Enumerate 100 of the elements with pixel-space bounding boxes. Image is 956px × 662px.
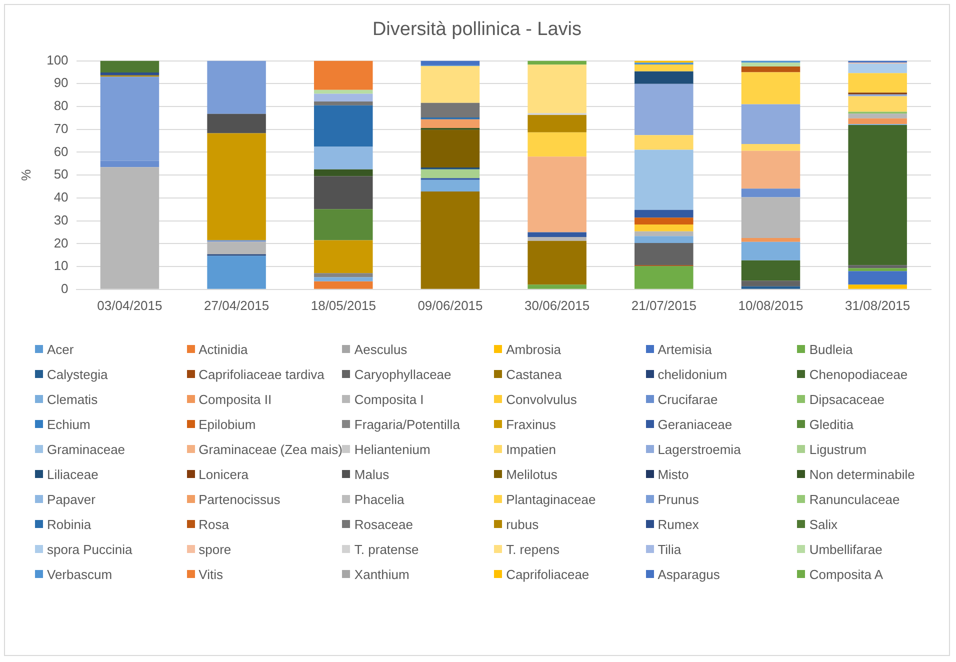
legend-label: Umbellifarae xyxy=(809,542,882,556)
bar xyxy=(420,119,480,128)
legend-label: Fragaria/Potentilla xyxy=(354,416,460,432)
bar xyxy=(207,133,266,240)
bar xyxy=(848,265,907,268)
bar xyxy=(100,72,160,76)
bar xyxy=(207,60,266,114)
legend-label: Xanthium xyxy=(354,566,410,582)
legend-label: Prunus xyxy=(658,492,699,506)
bar xyxy=(741,150,800,189)
x-tick-label: 21/07/2015 xyxy=(631,298,696,313)
y-tick-label: 80 xyxy=(54,98,68,114)
bar xyxy=(528,60,586,65)
legend-label: Tilia xyxy=(658,542,682,556)
legend-label: Liliaceae xyxy=(47,466,98,482)
bar xyxy=(528,156,586,232)
legend-label: Misto xyxy=(658,466,689,482)
bar xyxy=(100,76,160,161)
bar xyxy=(634,224,694,232)
bar xyxy=(634,84,694,136)
bar xyxy=(207,242,266,254)
legend-label: Composita I xyxy=(354,392,424,406)
legend-label: Malus xyxy=(354,466,390,482)
bar xyxy=(528,284,586,289)
bar xyxy=(848,114,907,118)
bar xyxy=(741,104,800,144)
bar xyxy=(634,135,694,150)
legend-label: rubus xyxy=(506,516,539,532)
legend-label: Clematis xyxy=(47,392,98,406)
legend-label: Plantaginaceae xyxy=(506,492,596,506)
bar xyxy=(741,238,800,242)
bar xyxy=(741,66,800,72)
bar xyxy=(100,160,160,168)
legend-label: Partenocissus xyxy=(198,492,280,506)
bar xyxy=(314,277,373,282)
bar xyxy=(848,125,907,266)
legend-label: Actinidia xyxy=(198,342,248,356)
legend-label: Composita II xyxy=(198,392,272,406)
bar xyxy=(314,60,373,90)
y-tick-label: 20 xyxy=(54,235,68,250)
legend-label: spora Puccinia xyxy=(47,542,132,556)
legend-label: Convolvulus xyxy=(506,392,577,406)
bar xyxy=(528,114,586,132)
bar xyxy=(634,210,694,218)
legend-label: Calystegia xyxy=(47,366,108,382)
legend-label: T. repens xyxy=(506,542,560,556)
x-tick-label: 30/06/2015 xyxy=(524,298,590,313)
bar xyxy=(314,209,373,240)
x-tick-label: 03/04/2015 xyxy=(97,298,162,313)
bar xyxy=(634,231,694,236)
legend-label: Gleditia xyxy=(809,416,854,432)
bar xyxy=(741,197,800,238)
legend-label: Robinia xyxy=(47,516,92,532)
y-tick-label: 40 xyxy=(54,190,68,205)
bar xyxy=(848,268,907,272)
chart-title: Diversità pollinica - Lavis xyxy=(371,19,583,42)
legend-label: Epilobium xyxy=(198,416,256,432)
bar xyxy=(314,90,373,94)
bar xyxy=(634,266,694,289)
bar xyxy=(314,101,373,106)
bar xyxy=(314,94,373,102)
legend-label: Geraniaceae xyxy=(658,416,732,432)
legend-label: Aesculus xyxy=(354,342,408,356)
y-tick-label: 0 xyxy=(61,280,68,296)
bar xyxy=(741,188,800,198)
legend-label: Salix xyxy=(809,516,838,532)
x-tick-label: 09/06/2015 xyxy=(418,298,483,313)
legend-label: Ranunculaceae xyxy=(809,492,900,506)
y-tick-label: 50 xyxy=(54,166,68,182)
legend-label: Chenopodiaceae xyxy=(809,366,908,382)
bar xyxy=(634,150,694,210)
legend-label: Impatien xyxy=(506,442,556,456)
legend-label: Graminaceae (Zea mais) xyxy=(198,442,342,456)
y-tick-label: 10 xyxy=(54,258,68,274)
legend-label: Lonicera xyxy=(198,466,249,482)
y-axis-title: % xyxy=(18,168,34,181)
bar xyxy=(420,180,480,192)
legend-label: Castanea xyxy=(506,366,562,382)
legend-label: spore xyxy=(198,542,232,556)
legend-label: Crucifarae xyxy=(658,392,718,406)
legend-label: Caprifoliaceae xyxy=(506,566,590,582)
legend-label: Rumex xyxy=(658,516,699,532)
bar xyxy=(420,102,480,118)
x-tick-label: 31/08/2015 xyxy=(845,298,910,313)
legend-label: Artemisia xyxy=(658,342,712,356)
x-tick-label: 27/04/2015 xyxy=(204,298,270,313)
legend-label: Composita A xyxy=(809,566,884,582)
y-tick-label: 30 xyxy=(54,212,68,228)
bar xyxy=(741,286,800,289)
bar xyxy=(528,132,586,157)
bar xyxy=(741,280,800,286)
bar xyxy=(741,144,800,151)
bar xyxy=(314,146,373,170)
legend-label: Phacelia xyxy=(354,492,404,506)
legend-label: Acer xyxy=(47,342,74,356)
x-tick-label: 10/08/2015 xyxy=(738,298,804,313)
bar xyxy=(848,96,907,112)
bar xyxy=(314,105,373,147)
y-tick-label: 100 xyxy=(46,52,68,68)
bar xyxy=(420,130,480,168)
